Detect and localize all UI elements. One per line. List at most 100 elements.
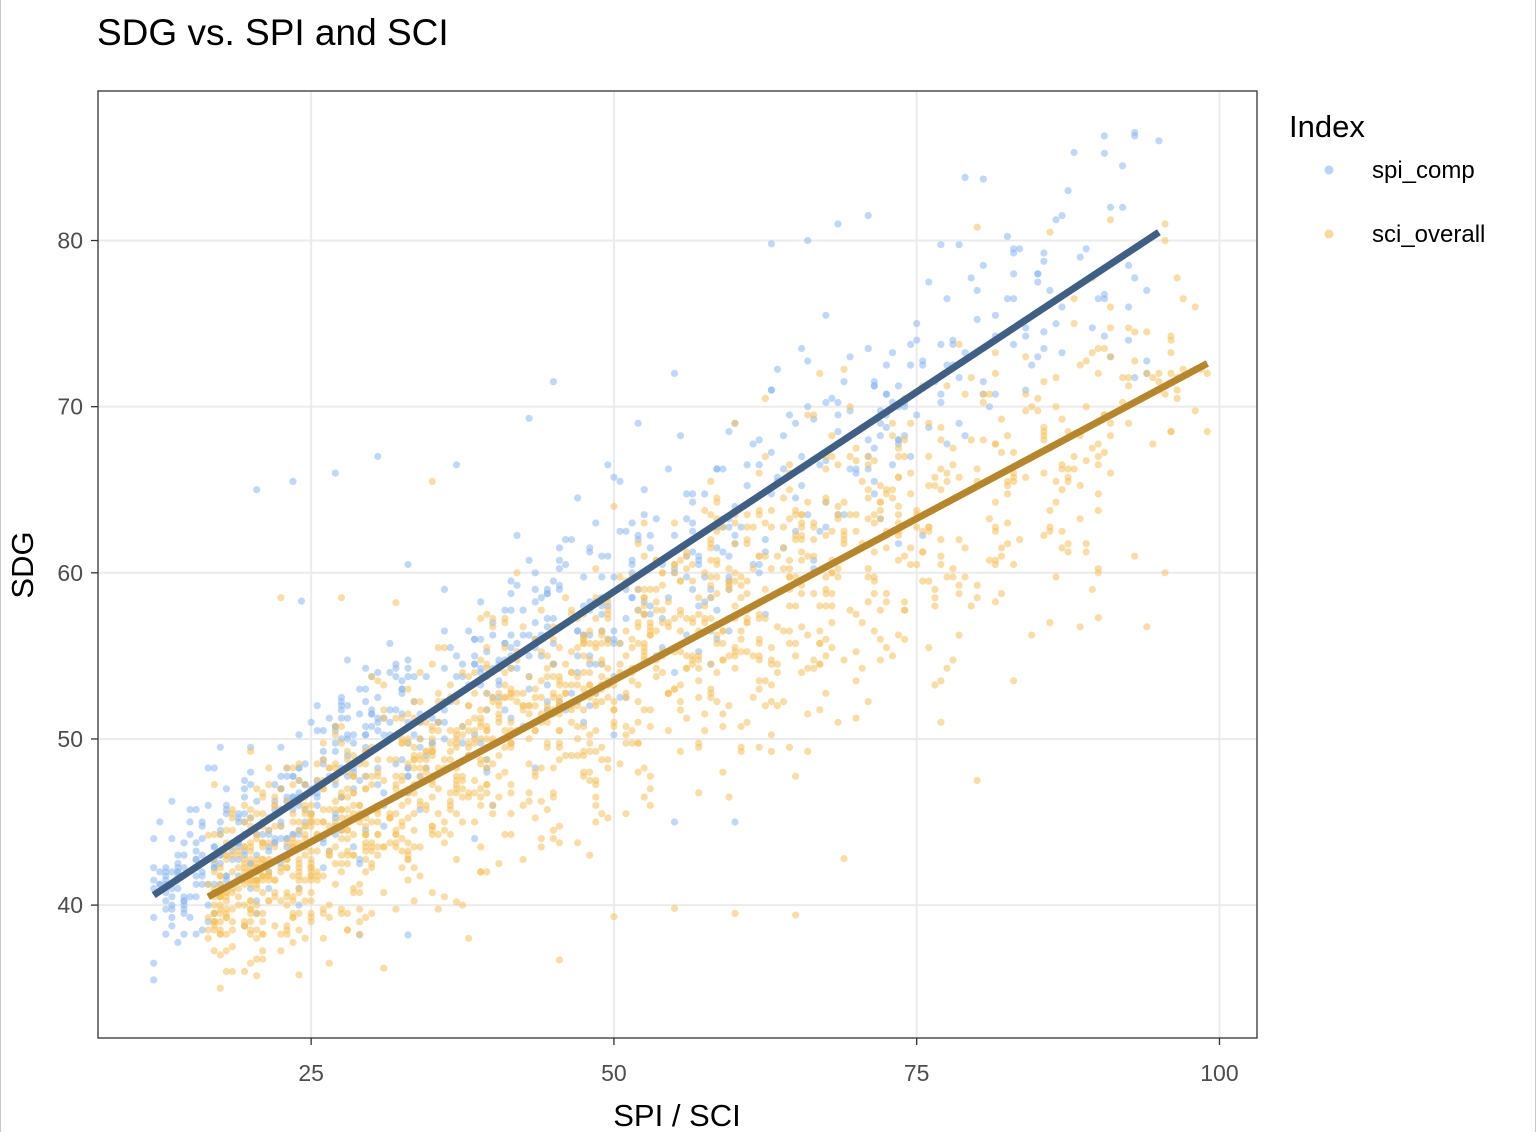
point-sci-overall [283,864,291,872]
point-spi-comp [392,706,400,714]
point-sci-overall [785,602,794,610]
point-sci-overall [610,706,618,714]
point-sci-overall [271,793,279,801]
point-spi-comp [240,776,249,785]
point-sci-overall [676,577,685,585]
point-sci-overall [567,718,576,726]
point-sci-overall [416,801,424,810]
point-spi-comp [531,598,539,606]
point-sci-overall [555,822,564,830]
point-spi-comp [876,432,885,440]
point-spi-comp [719,548,727,556]
point-sci-overall [216,951,224,959]
point-spi-comp [325,714,333,722]
point-spi-comp [452,461,461,469]
point-sci-overall [737,648,745,656]
point-spi-comp [216,743,224,751]
point-sci-overall [840,498,848,506]
point-sci-overall [870,627,878,635]
point-sci-overall [1106,469,1115,477]
point-spi-comp [458,660,467,668]
point-spi-comp [586,702,594,710]
point-sci-overall [428,793,436,801]
point-sci-overall [210,947,218,955]
point-spi-comp [222,872,230,880]
point-sci-overall [792,911,800,919]
point-spi-comp [507,644,515,652]
point-spi-comp [670,369,679,377]
point-sci-overall [501,681,509,689]
point-sci-overall [343,793,352,801]
point-sci-overall [1016,536,1024,544]
point-sci-overall [725,793,733,801]
point-spi-comp [1131,274,1139,282]
point-sci-overall [755,511,763,519]
point-sci-overall [247,905,255,913]
point-sci-overall [767,644,776,652]
point-sci-overall [307,847,315,855]
point-spi-comp [186,830,194,839]
point-sci-overall [1173,386,1181,394]
point-spi-comp [870,378,878,386]
point-sci-overall [810,519,818,527]
point-spi-comp [398,677,406,685]
point-sci-overall [731,664,739,672]
point-sci-overall [210,868,218,876]
point-sci-overall [586,739,594,747]
point-spi-comp [313,702,321,710]
point-sci-overall [792,602,800,610]
point-sci-overall [1034,394,1042,402]
point-sci-overall [452,731,461,739]
point-spi-comp [628,594,636,602]
y-axis-ticks: 40 50 60 70 80 [57,228,98,918]
point-sci-overall [925,644,933,652]
point-sci-overall [713,573,721,581]
point-sci-overall [228,851,236,859]
point-sci-overall [719,768,727,776]
point-spi-comp [822,523,830,531]
point-sci-overall [1131,552,1139,560]
point-sci-overall [1094,569,1102,577]
point-sci-overall [888,432,897,440]
point-sci-overall [840,656,848,664]
point-sci-overall [507,810,515,818]
point-sci-overall [465,718,473,726]
point-spi-comp [192,839,200,847]
point-sci-overall [1173,394,1181,402]
point-sci-overall [749,693,757,702]
point-sci-overall [477,614,485,623]
point-sci-overall [307,897,315,905]
point-sci-overall [483,756,491,764]
point-spi-comp [174,864,182,872]
point-sci-overall [1094,440,1102,448]
point-sci-overall [537,606,545,614]
point-sci-overall [1052,498,1060,506]
point-sci-overall [592,793,600,801]
point-sci-overall [822,602,830,610]
point-spi-comp [713,606,721,614]
point-sci-overall [210,918,218,926]
point-spi-comp [991,311,1000,319]
point-spi-comp [458,739,467,747]
point-spi-comp [1034,278,1042,286]
point-sci-overall [798,556,806,564]
point-sci-overall [925,482,933,490]
point-sci-overall [325,764,333,772]
point-sci-overall [337,868,345,876]
point-sci-overall [670,569,679,577]
point-sci-overall [779,627,788,635]
point-sci-overall [483,868,491,876]
point-sci-overall [846,511,854,519]
point-sci-overall [434,830,442,839]
point-sci-overall [295,926,303,934]
point-spi-comp [1106,203,1115,211]
point-sci-overall [446,681,454,689]
point-spi-comp [792,494,800,502]
point-sci-overall [343,860,352,868]
point-spi-comp [622,614,630,623]
legend-key-spi-comp [1324,165,1334,175]
point-sci-overall [779,494,788,502]
point-sci-overall [289,872,297,880]
point-sci-overall [713,590,721,598]
